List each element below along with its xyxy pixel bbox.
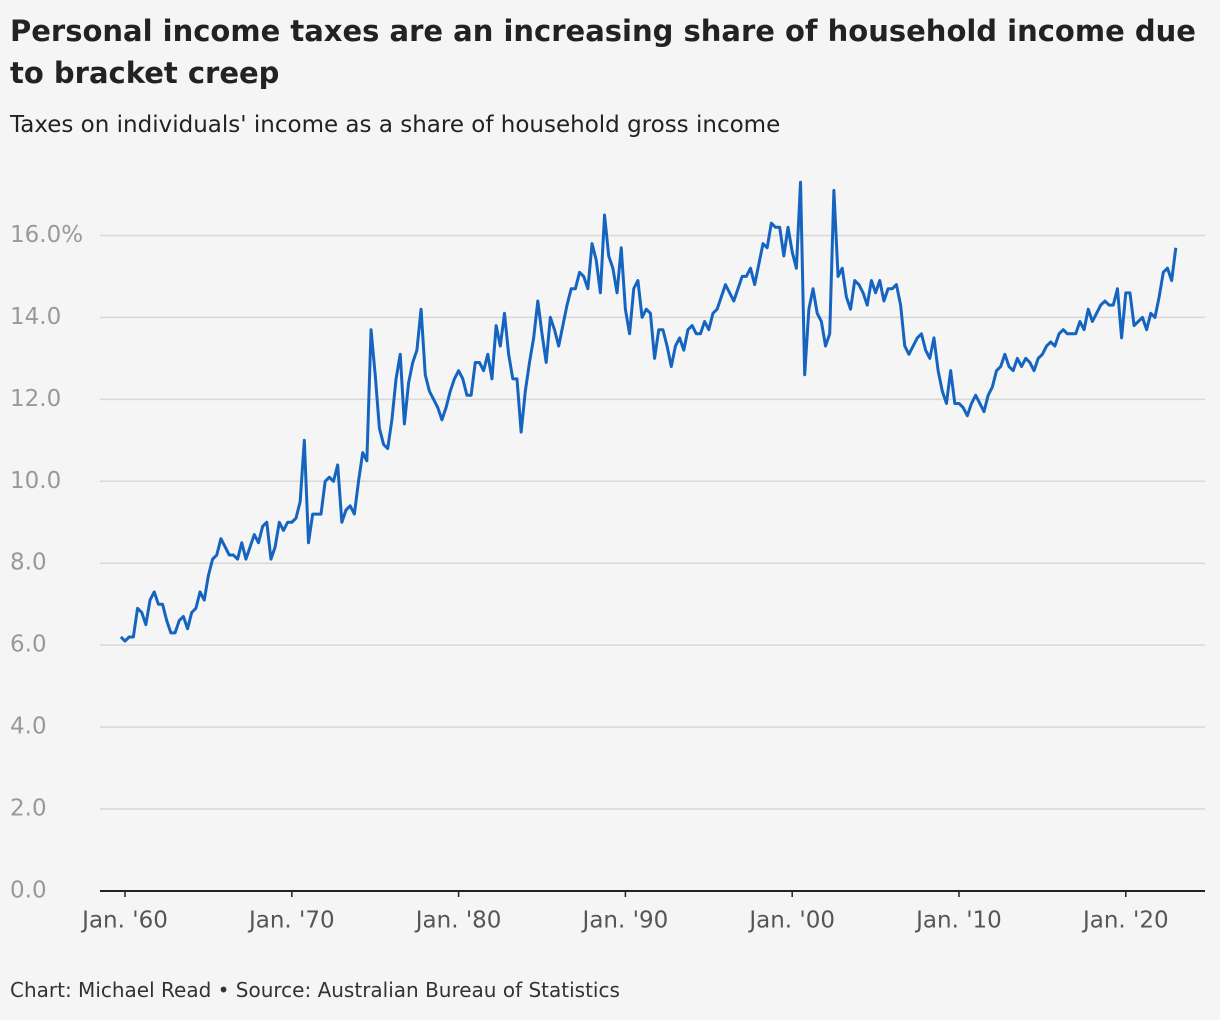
y-tick-label: 12.0 [10, 386, 61, 412]
x-tick-label: Jan. '00 [747, 908, 835, 934]
y-tick-label: 16.0% [10, 222, 83, 248]
y-tick-label: 2.0 [10, 796, 47, 822]
y-tick-label: 8.0 [10, 550, 47, 576]
x-tick-label: Jan. '60 [80, 908, 168, 934]
data-line [119, 180, 1178, 643]
source-note: Chart: Michael Read • Source: Australian… [10, 978, 620, 1002]
chart-subtitle: Taxes on individuals' income as a share … [10, 112, 781, 138]
x-tick-label: Jan. '20 [1081, 908, 1169, 934]
y-tick-label: 4.0 [10, 714, 47, 740]
x-tick-label: Jan. '10 [914, 908, 1002, 934]
x-tick-label: Jan. '90 [581, 908, 669, 934]
x-tick-label: Jan. '70 [247, 908, 335, 934]
chart: 0.0 2.0 4.0 6.0 8.0 10.0 12.0 14.0 16.0% Jan. '60… [10, 180, 1205, 934]
y-tick-label: 6.0 [10, 632, 47, 658]
chart-title: Personal income taxes are an increasing … [10, 14, 1196, 90]
x-tick-label: Jan. '80 [414, 908, 502, 934]
y-tick-label: 14.0 [10, 304, 61, 330]
y-tick-label: 10.0 [10, 468, 61, 494]
y-tick-label: 0.0 [10, 878, 47, 904]
